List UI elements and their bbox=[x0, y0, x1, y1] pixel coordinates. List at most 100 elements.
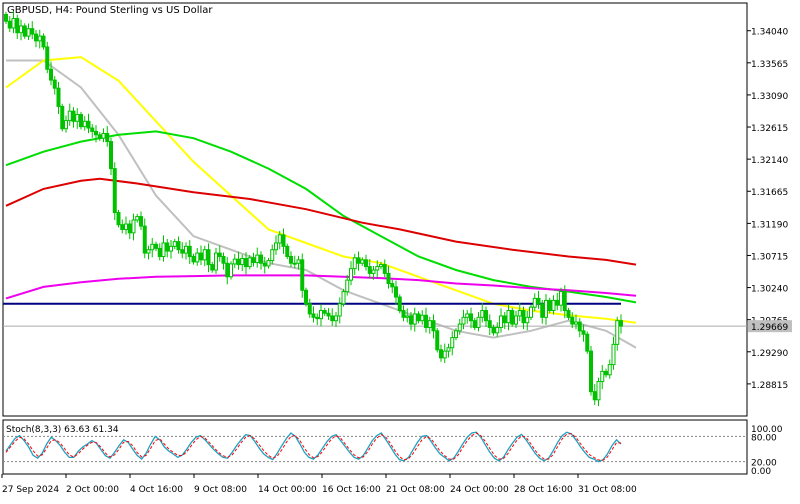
stochastic-tick-label: 100.00 bbox=[751, 425, 783, 435]
candle-body bbox=[4, 13, 8, 22]
candle-body bbox=[589, 350, 593, 393]
candle-body bbox=[30, 28, 35, 35]
candle-body bbox=[487, 320, 492, 328]
candle-body bbox=[296, 259, 301, 264]
candle-body bbox=[529, 306, 533, 318]
price-tick-label: 1.31665 bbox=[751, 188, 788, 198]
candle-body bbox=[139, 216, 143, 227]
candle-body bbox=[15, 18, 20, 34]
candle-body bbox=[191, 255, 196, 263]
candle-body bbox=[146, 249, 151, 254]
candle-body bbox=[229, 263, 233, 278]
candle-body bbox=[82, 120, 87, 128]
candle-body bbox=[206, 249, 211, 266]
candle-body bbox=[251, 257, 256, 264]
candle-body bbox=[367, 266, 372, 274]
candle-body bbox=[274, 242, 278, 251]
candle-body bbox=[161, 242, 166, 257]
candle-body bbox=[562, 291, 567, 312]
candle-body bbox=[544, 299, 548, 318]
stochastic-signal-line bbox=[5, 432, 622, 461]
candle-body bbox=[210, 264, 215, 271]
candle-body bbox=[450, 337, 455, 349]
candle-body bbox=[154, 243, 158, 249]
candle-body bbox=[131, 219, 136, 234]
candle-body bbox=[19, 25, 23, 34]
candle-body bbox=[169, 245, 173, 252]
candle-body bbox=[405, 315, 410, 318]
candle-body bbox=[300, 259, 305, 291]
candle-body bbox=[532, 297, 537, 308]
candle-body bbox=[105, 132, 110, 143]
candle-body bbox=[22, 25, 27, 37]
candle-body bbox=[225, 262, 230, 278]
candle-body bbox=[262, 262, 267, 267]
candle-body bbox=[540, 303, 545, 318]
candle-body bbox=[157, 247, 162, 257]
candle-body bbox=[412, 313, 417, 325]
price-tick-label: 1.34040 bbox=[751, 28, 788, 38]
time-label: 9 Oct 08:00 bbox=[194, 485, 247, 495]
candle-body bbox=[502, 315, 507, 324]
candle-body bbox=[285, 245, 290, 257]
candle-body bbox=[112, 168, 117, 214]
candle-body bbox=[307, 303, 312, 315]
price-tick-label: 1.32615 bbox=[751, 124, 788, 134]
stochastic-tick-label: 20.00 bbox=[751, 459, 777, 469]
candle-body bbox=[596, 381, 601, 401]
candle-body bbox=[187, 245, 192, 257]
price-tick-label: 1.29290 bbox=[751, 349, 788, 359]
candle-body bbox=[232, 258, 237, 265]
candle-body bbox=[240, 258, 245, 266]
candle-body bbox=[26, 28, 31, 37]
candle-body bbox=[521, 310, 526, 324]
candle-body bbox=[420, 314, 425, 322]
candle-body bbox=[566, 310, 571, 318]
candle-body bbox=[277, 234, 282, 244]
candle-body bbox=[176, 241, 181, 251]
candle-body bbox=[116, 212, 121, 226]
candle-body bbox=[281, 234, 286, 247]
candle-body bbox=[311, 313, 316, 318]
candle-body bbox=[120, 224, 125, 230]
time-label: 28 Oct 16:00 bbox=[514, 485, 573, 495]
candle-body bbox=[442, 350, 447, 359]
candle-body bbox=[49, 68, 53, 81]
candle-body bbox=[322, 310, 327, 314]
time-label: 16 Oct 16:00 bbox=[322, 485, 381, 495]
price-tick-label: 1.33565 bbox=[751, 60, 788, 70]
price-tick-label: 1.32140 bbox=[751, 156, 788, 166]
candle-body bbox=[64, 120, 68, 130]
candle-body bbox=[551, 299, 556, 312]
candle-body bbox=[334, 315, 338, 322]
candle-body bbox=[461, 316, 466, 325]
candle-body bbox=[604, 370, 608, 376]
moving-average-line-2 bbox=[5, 56, 637, 324]
candle-body bbox=[517, 310, 522, 317]
price-tick-label: 1.30715 bbox=[751, 252, 788, 262]
candle-body bbox=[364, 259, 368, 268]
candle-body bbox=[570, 316, 575, 325]
candle-body bbox=[401, 310, 406, 318]
candle-body bbox=[315, 316, 320, 320]
candle-body bbox=[11, 18, 16, 29]
candle-body bbox=[86, 120, 91, 129]
candle-body bbox=[270, 249, 275, 262]
candle-body bbox=[480, 310, 485, 318]
candle-body bbox=[37, 35, 42, 42]
time-label: 24 Oct 00:00 bbox=[450, 485, 509, 495]
candle-body bbox=[101, 132, 106, 139]
candle-body bbox=[592, 391, 597, 401]
candle-body bbox=[581, 330, 586, 335]
candle-body bbox=[379, 264, 383, 268]
stochastic-main-line bbox=[5, 431, 622, 463]
candle-body bbox=[446, 347, 451, 352]
current-price-tag bbox=[748, 320, 792, 333]
candle-body bbox=[454, 330, 458, 339]
candle-body bbox=[56, 87, 61, 107]
time-label: 21 Oct 08:00 bbox=[386, 485, 445, 495]
candle-body bbox=[352, 257, 357, 270]
candle-body bbox=[292, 262, 297, 265]
candle-body bbox=[397, 296, 402, 312]
